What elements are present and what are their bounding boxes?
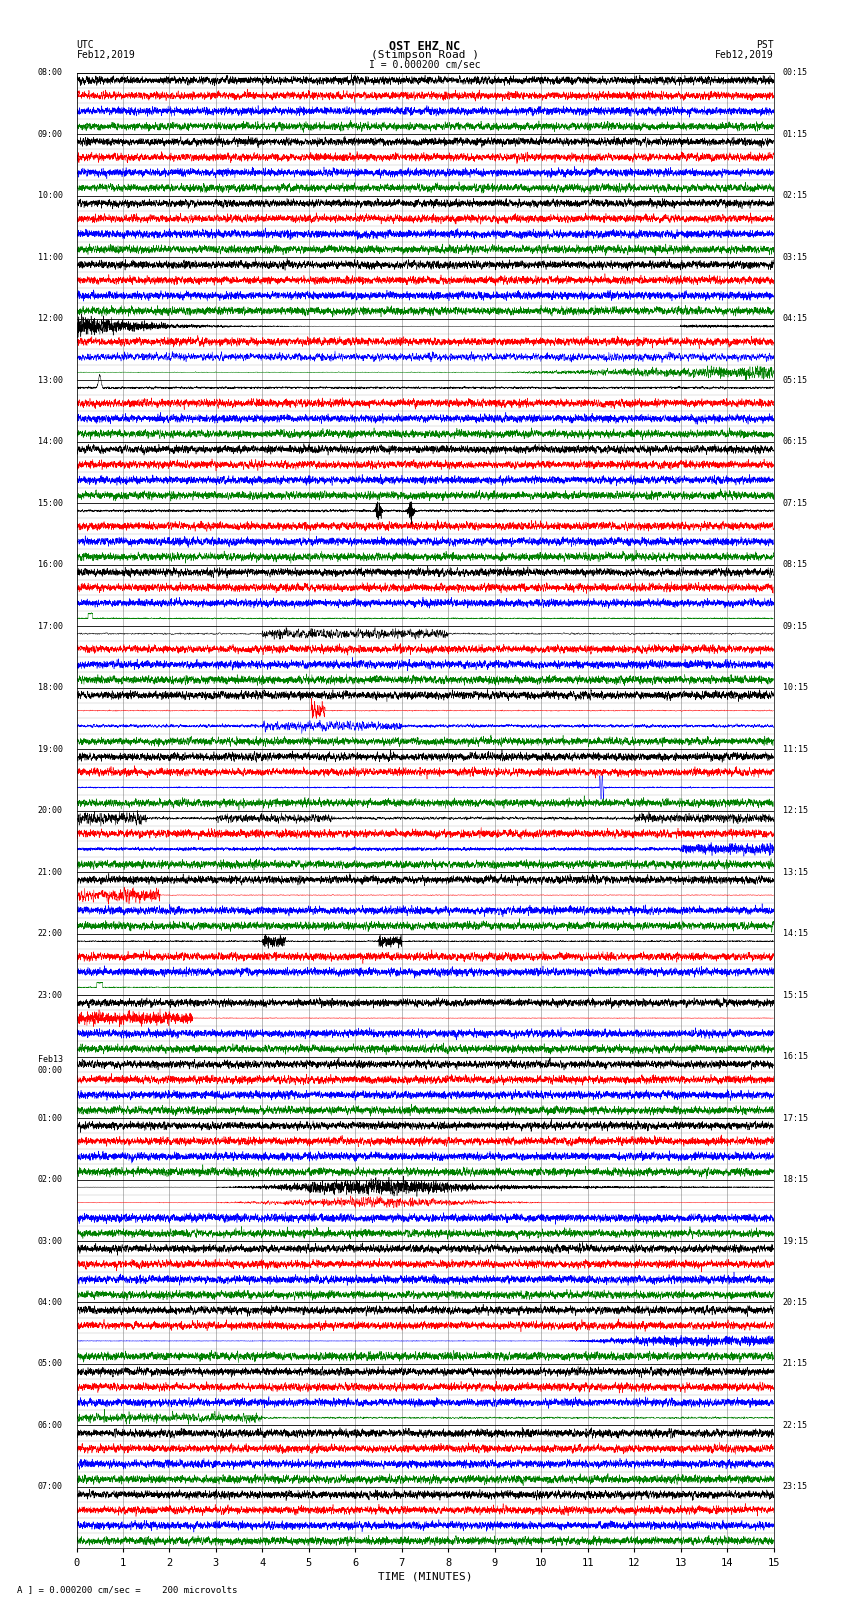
Text: 13:15: 13:15 xyxy=(783,868,808,876)
Text: 03:00: 03:00 xyxy=(37,1237,63,1245)
Text: 05:00: 05:00 xyxy=(37,1360,63,1368)
Text: 05:15: 05:15 xyxy=(783,376,808,384)
Text: 08:15: 08:15 xyxy=(783,560,808,569)
Text: 01:00: 01:00 xyxy=(37,1113,63,1123)
Text: 07:00: 07:00 xyxy=(37,1482,63,1492)
Text: 00:00: 00:00 xyxy=(37,1066,63,1074)
Text: 04:15: 04:15 xyxy=(783,315,808,323)
Text: 23:00: 23:00 xyxy=(37,990,63,1000)
Text: 04:00: 04:00 xyxy=(37,1298,63,1307)
Text: 01:15: 01:15 xyxy=(783,129,808,139)
Text: 16:15: 16:15 xyxy=(783,1052,808,1061)
Text: 12:15: 12:15 xyxy=(783,806,808,815)
Text: A ] = 0.000200 cm/sec =    200 microvolts: A ] = 0.000200 cm/sec = 200 microvolts xyxy=(17,1584,237,1594)
Text: 21:15: 21:15 xyxy=(783,1360,808,1368)
Text: 06:15: 06:15 xyxy=(783,437,808,447)
Text: 18:15: 18:15 xyxy=(783,1174,808,1184)
Text: 23:15: 23:15 xyxy=(783,1482,808,1492)
Text: UTC: UTC xyxy=(76,40,94,50)
Text: 22:15: 22:15 xyxy=(783,1421,808,1431)
Text: 19:15: 19:15 xyxy=(783,1237,808,1245)
Text: 00:15: 00:15 xyxy=(783,68,808,77)
Text: 10:00: 10:00 xyxy=(37,190,63,200)
Text: 14:15: 14:15 xyxy=(783,929,808,939)
Text: 19:00: 19:00 xyxy=(37,745,63,753)
Text: 15:15: 15:15 xyxy=(783,990,808,1000)
Text: 20:00: 20:00 xyxy=(37,806,63,815)
Text: 02:00: 02:00 xyxy=(37,1174,63,1184)
Text: 17:00: 17:00 xyxy=(37,621,63,631)
Text: 15:00: 15:00 xyxy=(37,498,63,508)
Text: Feb12,2019: Feb12,2019 xyxy=(76,50,135,60)
Text: (Stimpson Road ): (Stimpson Road ) xyxy=(371,50,479,60)
Text: 22:00: 22:00 xyxy=(37,929,63,939)
Text: 11:00: 11:00 xyxy=(37,253,63,261)
Text: 11:15: 11:15 xyxy=(783,745,808,753)
Text: 18:00: 18:00 xyxy=(37,682,63,692)
Text: I = 0.000200 cm/sec: I = 0.000200 cm/sec xyxy=(369,60,481,69)
Text: 20:15: 20:15 xyxy=(783,1298,808,1307)
Text: PST: PST xyxy=(756,40,774,50)
Text: 10:15: 10:15 xyxy=(783,682,808,692)
Text: Feb13: Feb13 xyxy=(37,1055,63,1065)
Text: 17:15: 17:15 xyxy=(783,1113,808,1123)
Text: 21:00: 21:00 xyxy=(37,868,63,876)
X-axis label: TIME (MINUTES): TIME (MINUTES) xyxy=(377,1571,473,1582)
Text: 07:15: 07:15 xyxy=(783,498,808,508)
Text: 12:00: 12:00 xyxy=(37,315,63,323)
Text: 09:15: 09:15 xyxy=(783,621,808,631)
Text: 03:15: 03:15 xyxy=(783,253,808,261)
Text: 06:00: 06:00 xyxy=(37,1421,63,1431)
Text: 09:00: 09:00 xyxy=(37,129,63,139)
Text: 16:00: 16:00 xyxy=(37,560,63,569)
Text: Feb12,2019: Feb12,2019 xyxy=(715,50,774,60)
Text: OST EHZ NC: OST EHZ NC xyxy=(389,40,461,53)
Text: 13:00: 13:00 xyxy=(37,376,63,384)
Text: 14:00: 14:00 xyxy=(37,437,63,447)
Text: 08:00: 08:00 xyxy=(37,68,63,77)
Text: 02:15: 02:15 xyxy=(783,190,808,200)
